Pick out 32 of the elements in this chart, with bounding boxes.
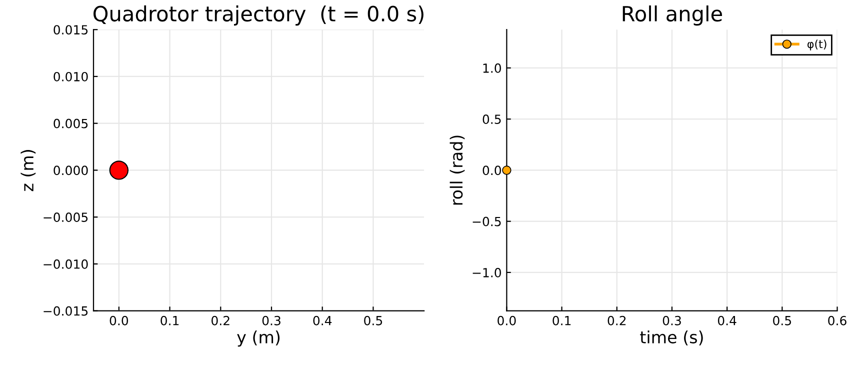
x-axis-title: time (s) [640, 330, 703, 346]
y-axis-title: z (m) [20, 150, 36, 192]
y-tick-label: 1.0 [483, 63, 502, 73]
x-tick-label: 0.0 [498, 316, 516, 326]
y-tick-label: −0.010 [44, 259, 88, 269]
y-tick-label: 0.0 [482, 166, 502, 176]
y-tick-label: 0.010 [54, 72, 88, 82]
x-tick-label: 0.3 [662, 316, 681, 326]
y-tick-label: 0.000 [54, 166, 88, 176]
chart-title: Roll angle [622, 5, 722, 26]
x-tick-label: 0.4 [313, 316, 332, 326]
y-tick-label: 0.005 [54, 118, 88, 128]
x-tick-label: 0.2 [212, 316, 230, 326]
legend-label: φ(t) [808, 40, 826, 50]
x-tick-label: 0.2 [608, 316, 626, 326]
x-tick-label: 0.6 [828, 316, 846, 326]
chart-title: Quadrotor trajectory (t = 0.0 s) [94, 5, 424, 26]
x-tick-label: 0.1 [160, 316, 179, 326]
y-tick-label: 0.5 [482, 114, 501, 124]
x-tick-label: 0.5 [364, 316, 382, 326]
y-tick-label: −0.5 [472, 216, 501, 226]
x-axis-title: y (m) [237, 330, 280, 347]
x-tick-label: 0.5 [773, 316, 792, 326]
x-tick-label: 0.3 [262, 316, 280, 326]
y-tick-label: −0.005 [44, 212, 88, 222]
y-tick-label: −1.0 [472, 268, 502, 278]
x-tick-label: 0.0 [110, 316, 128, 326]
x-tick-label: 0.4 [718, 316, 736, 326]
y-tick-label: −0.015 [44, 306, 88, 316]
y-tick-label: 0.015 [54, 25, 88, 35]
y-axis-title: roll (rad) [450, 136, 465, 205]
x-tick-label: 0.1 [552, 316, 571, 326]
